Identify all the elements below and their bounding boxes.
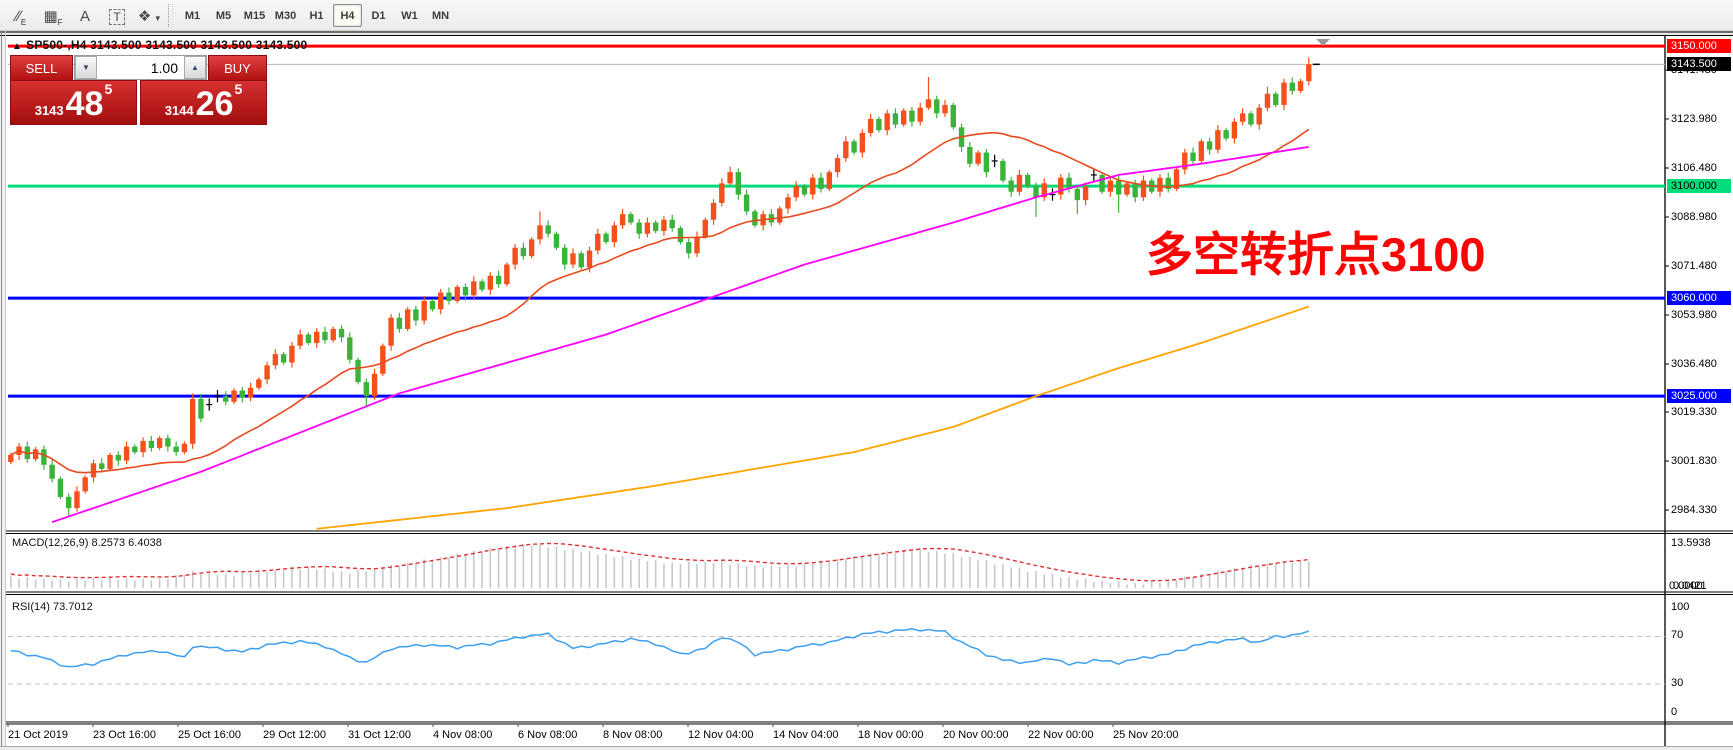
price-axis-tick: 3053.980 <box>1671 309 1717 321</box>
sell-price-prefix: 3143 <box>34 103 64 118</box>
symbol-marker-icon: ▲ <box>12 41 23 52</box>
chart-title-text: SP500-,H4 3143.500 3143.500 3143.500 314… <box>26 38 308 52</box>
cursor-tool-icon[interactable]: ❖ ▾ <box>137 8 161 25</box>
rsi-pane-label: RSI(14) 73.7012 <box>12 601 93 613</box>
text-box-icon[interactable]: T <box>104 3 130 28</box>
price-badge-3143.500: 3143.500 <box>1667 57 1731 72</box>
toolbar: ∕∕E ▦F A T ❖ ▾ M1 M5 M15 M30 H1 H4 D1 W1 MN <box>0 0 1733 31</box>
rsi-scale-100: 100 <box>1671 601 1690 613</box>
candles-layer <box>8 57 1320 517</box>
chart-background[interactable] <box>6 36 1733 746</box>
sell-button[interactable]: SELL <box>10 55 73 80</box>
price-axis-tick: 2984.330 <box>1671 504 1717 517</box>
time-axis-label: 23 Oct 16:00 <box>93 729 156 741</box>
timeframe-button-h1[interactable]: H1 <box>309 10 324 22</box>
horizontal-level-lines <box>8 44 1665 398</box>
timeframe-button-m5[interactable]: M5 <box>215 10 232 22</box>
buy-price-display[interactable]: 3144 26 5 <box>140 80 267 125</box>
time-axis-label: 21 Oct 2019 <box>8 729 68 741</box>
time-axis-label: 8 Nov 08:00 <box>603 729 663 741</box>
time-axis-label: 12 Nov 04:00 <box>688 729 754 741</box>
price-axis-tick: 3106.480 <box>1671 162 1717 174</box>
rsi-scale-30: 30 <box>1671 677 1684 689</box>
macd-scale-current: 0.0421 <box>1673 580 1707 592</box>
draw-objects-icon[interactable]: ∕∕E <box>15 8 27 27</box>
timeframe-button-m1[interactable]: M1 <box>184 10 201 22</box>
sell-price-big: 48 <box>65 85 104 123</box>
sell-price-display[interactable]: 3143 48 5 <box>10 80 137 125</box>
time-axis-label: 22 Nov 00:00 <box>1028 729 1094 741</box>
macd-pane-label: MACD(12,26,9) 8.2573 6.4038 <box>12 537 162 549</box>
window-left-edge-outer <box>1 31 2 750</box>
buy-price-sup: 5 <box>234 81 243 97</box>
rsi-pane <box>8 628 1665 685</box>
text-label-icon[interactable]: A <box>79 8 90 25</box>
timeframe-button-mn[interactable]: MN <box>431 10 450 22</box>
timeframe-button-m15[interactable]: M15 <box>243 10 266 22</box>
macd-pane <box>10 542 1310 588</box>
price-axis-tick: 3123.980 <box>1671 113 1717 125</box>
volume-increase-button[interactable]: ▲ <box>184 56 206 79</box>
timeframe-button-h4[interactable]: H4 <box>333 4 362 27</box>
price-axis-tick: 3019.330 <box>1671 406 1717 419</box>
volume-decrease-button[interactable]: ▼ <box>75 56 97 79</box>
window-bottom-edge <box>0 746 1733 750</box>
timeframe-button-w1[interactable]: W1 <box>401 10 418 22</box>
time-axis-label: 6 Nov 08:00 <box>518 729 578 741</box>
macd-scale-min: 0.0000 <box>1669 580 1703 592</box>
time-axis-label: 20 Nov 00:00 <box>943 729 1009 741</box>
time-axis-label: 14 Nov 04:00 <box>773 729 839 741</box>
volume-input[interactable] <box>97 56 184 79</box>
buy-price-prefix: 3144 <box>164 103 194 118</box>
price-axis-tick: 3071.480 <box>1671 260 1717 272</box>
grid-indicator-icon[interactable]: ▦F <box>43 8 63 27</box>
price-badge-3060.000: 3060.000 <box>1667 291 1731 306</box>
price-badge-3025.000: 3025.000 <box>1667 389 1731 404</box>
window-top-border <box>0 31 1733 36</box>
chart-annotation-text: 多空转折点3100 <box>1146 228 1486 281</box>
toolbar-separator <box>168 4 173 27</box>
pane-borders <box>6 36 1733 746</box>
price-badge-3150.000: 3150.000 <box>1667 39 1731 54</box>
rsi-scale-70: 70 <box>1671 629 1684 641</box>
timeframe-button-d1[interactable]: D1 <box>371 10 386 22</box>
volume-control: ▼ ▲ <box>74 55 207 80</box>
one-click-trade-panel: SELL ▼ ▲ BUY 3143 48 5 3144 26 5 <box>10 55 267 125</box>
moving-averages <box>10 128 1310 530</box>
time-axis-label: 18 Nov 00:00 <box>858 729 924 741</box>
sell-price-sup: 5 <box>104 81 113 97</box>
time-axis-label: 4 Nov 08:00 <box>433 729 493 741</box>
time-axis-label: 25 Oct 16:00 <box>178 729 241 741</box>
price-axis-tick: 3036.480 <box>1671 358 1717 370</box>
price-axis-tick: 3001.830 <box>1671 455 1717 468</box>
buy-price-big: 26 <box>195 85 234 123</box>
window-left-edge-inner <box>5 31 6 750</box>
chart-shift-marker <box>1316 39 1330 46</box>
time-axis-label: 31 Oct 12:00 <box>348 729 411 741</box>
price-axis-tick: 3088.980 <box>1671 211 1717 223</box>
timeframe-button-m30[interactable]: M30 <box>274 10 297 22</box>
time-axis-label: 29 Oct 12:00 <box>263 729 326 741</box>
buy-button[interactable]: BUY <box>208 55 267 80</box>
time-axis-label: 25 Nov 20:00 <box>1113 729 1179 741</box>
rsi-scale-0: 0 <box>1671 706 1678 718</box>
price-badge-3100.000: 3100.000 <box>1667 179 1731 194</box>
macd-scale-max: 13.5938 <box>1671 537 1711 549</box>
chart-title: ▲ SP500-,H4 3143.500 3143.500 3143.500 31… <box>12 38 307 52</box>
